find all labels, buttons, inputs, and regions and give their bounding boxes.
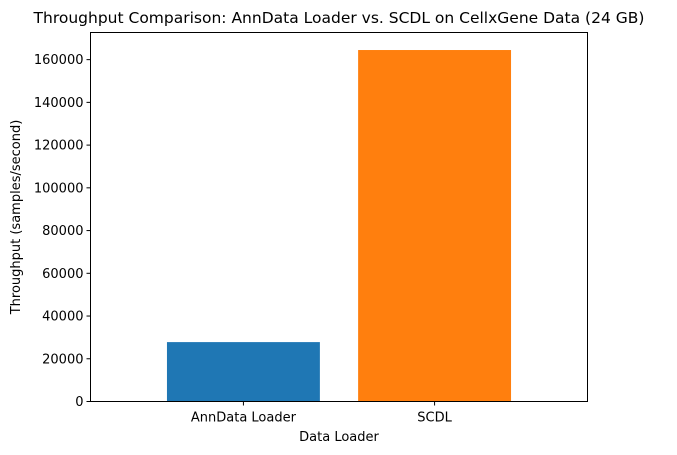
y-tick-label: 60000 xyxy=(42,267,83,282)
bars-group xyxy=(166,50,512,402)
y-tick-label: 140000 xyxy=(34,96,84,111)
x-axis: AnnData Loader SCDL xyxy=(191,401,453,426)
y-tick-label: 120000 xyxy=(34,139,84,154)
y-axis: 0 20000 40000 60000 80000 100000 120000 140000 1… xyxy=(34,53,91,410)
x-axis-label: Data Loader xyxy=(299,430,379,445)
y-tick-label: 0 xyxy=(75,395,83,410)
x-tick-label: SCDL xyxy=(417,411,452,426)
y-tick-label: 100000 xyxy=(34,181,84,196)
chart-title: Throughput Comparison: AnnData Loader vs… xyxy=(33,9,645,27)
x-tick-label: AnnData Loader xyxy=(191,411,297,426)
plot-frame xyxy=(90,32,588,402)
y-tick-label: 160000 xyxy=(34,53,84,68)
y-tick-label: 20000 xyxy=(42,352,83,367)
y-tick-label: 40000 xyxy=(42,310,83,325)
bar-scdl xyxy=(358,50,512,402)
y-axis-label: Throughput (samples/second) xyxy=(9,120,24,316)
bar-anndata-loader xyxy=(166,342,320,402)
y-tick-label: 80000 xyxy=(42,224,83,239)
